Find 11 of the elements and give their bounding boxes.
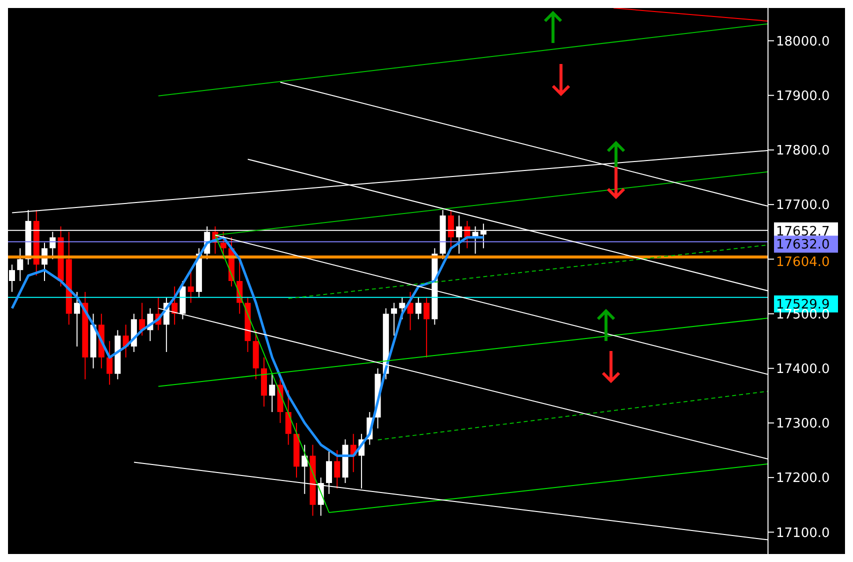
ref-line-label: 17604.0 [776, 254, 830, 270]
y-tick-label: 17300.0 [776, 416, 830, 432]
y-tick-label: 18000.0 [776, 34, 830, 50]
y-tick-label: 17700.0 [776, 198, 830, 214]
ref-line-label: 17652.7 [776, 224, 830, 240]
y-tick-label: 17100.0 [776, 526, 830, 541]
y-tick-label: 17900.0 [776, 88, 830, 104]
y-tick-label: 17400.0 [776, 362, 830, 377]
ref-line-label: 17632.0 [776, 238, 830, 253]
y-tick-label: 17800.0 [776, 144, 830, 159]
y-tick-label: 17200.0 [776, 471, 830, 486]
